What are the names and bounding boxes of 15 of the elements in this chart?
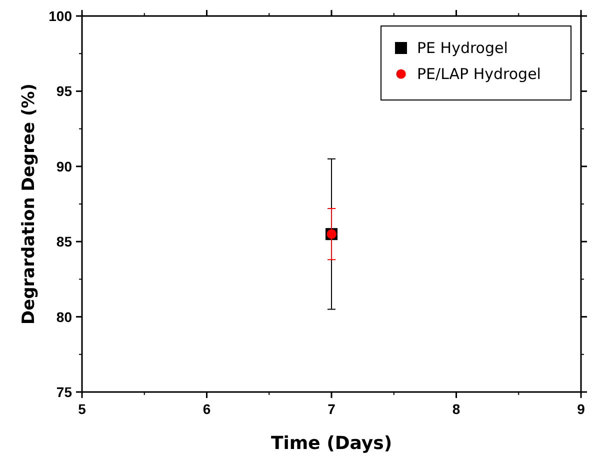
- legend-label: PE Hydrogel: [417, 39, 508, 57]
- x-tick-label: 6: [202, 401, 211, 417]
- y-tick-label: 90: [56, 158, 72, 174]
- y-axis-title: Degrardation Degree (%): [19, 83, 39, 325]
- legend-label: PE/LAP Hydrogel: [417, 65, 541, 83]
- y-tick-label: 100: [48, 8, 72, 24]
- x-tick-label: 8: [452, 401, 460, 417]
- y-tick-label: 95: [56, 83, 72, 100]
- y-tick-label: 80: [56, 308, 72, 325]
- x-axis-title: Time (Days): [270, 433, 392, 454]
- x-tick-label: 5: [78, 401, 86, 417]
- y-tick-label: 85: [56, 234, 72, 250]
- x-tick-label: 9: [577, 401, 586, 417]
- x-tick-label: 7: [328, 401, 336, 417]
- y-tick-label: 75: [56, 384, 72, 400]
